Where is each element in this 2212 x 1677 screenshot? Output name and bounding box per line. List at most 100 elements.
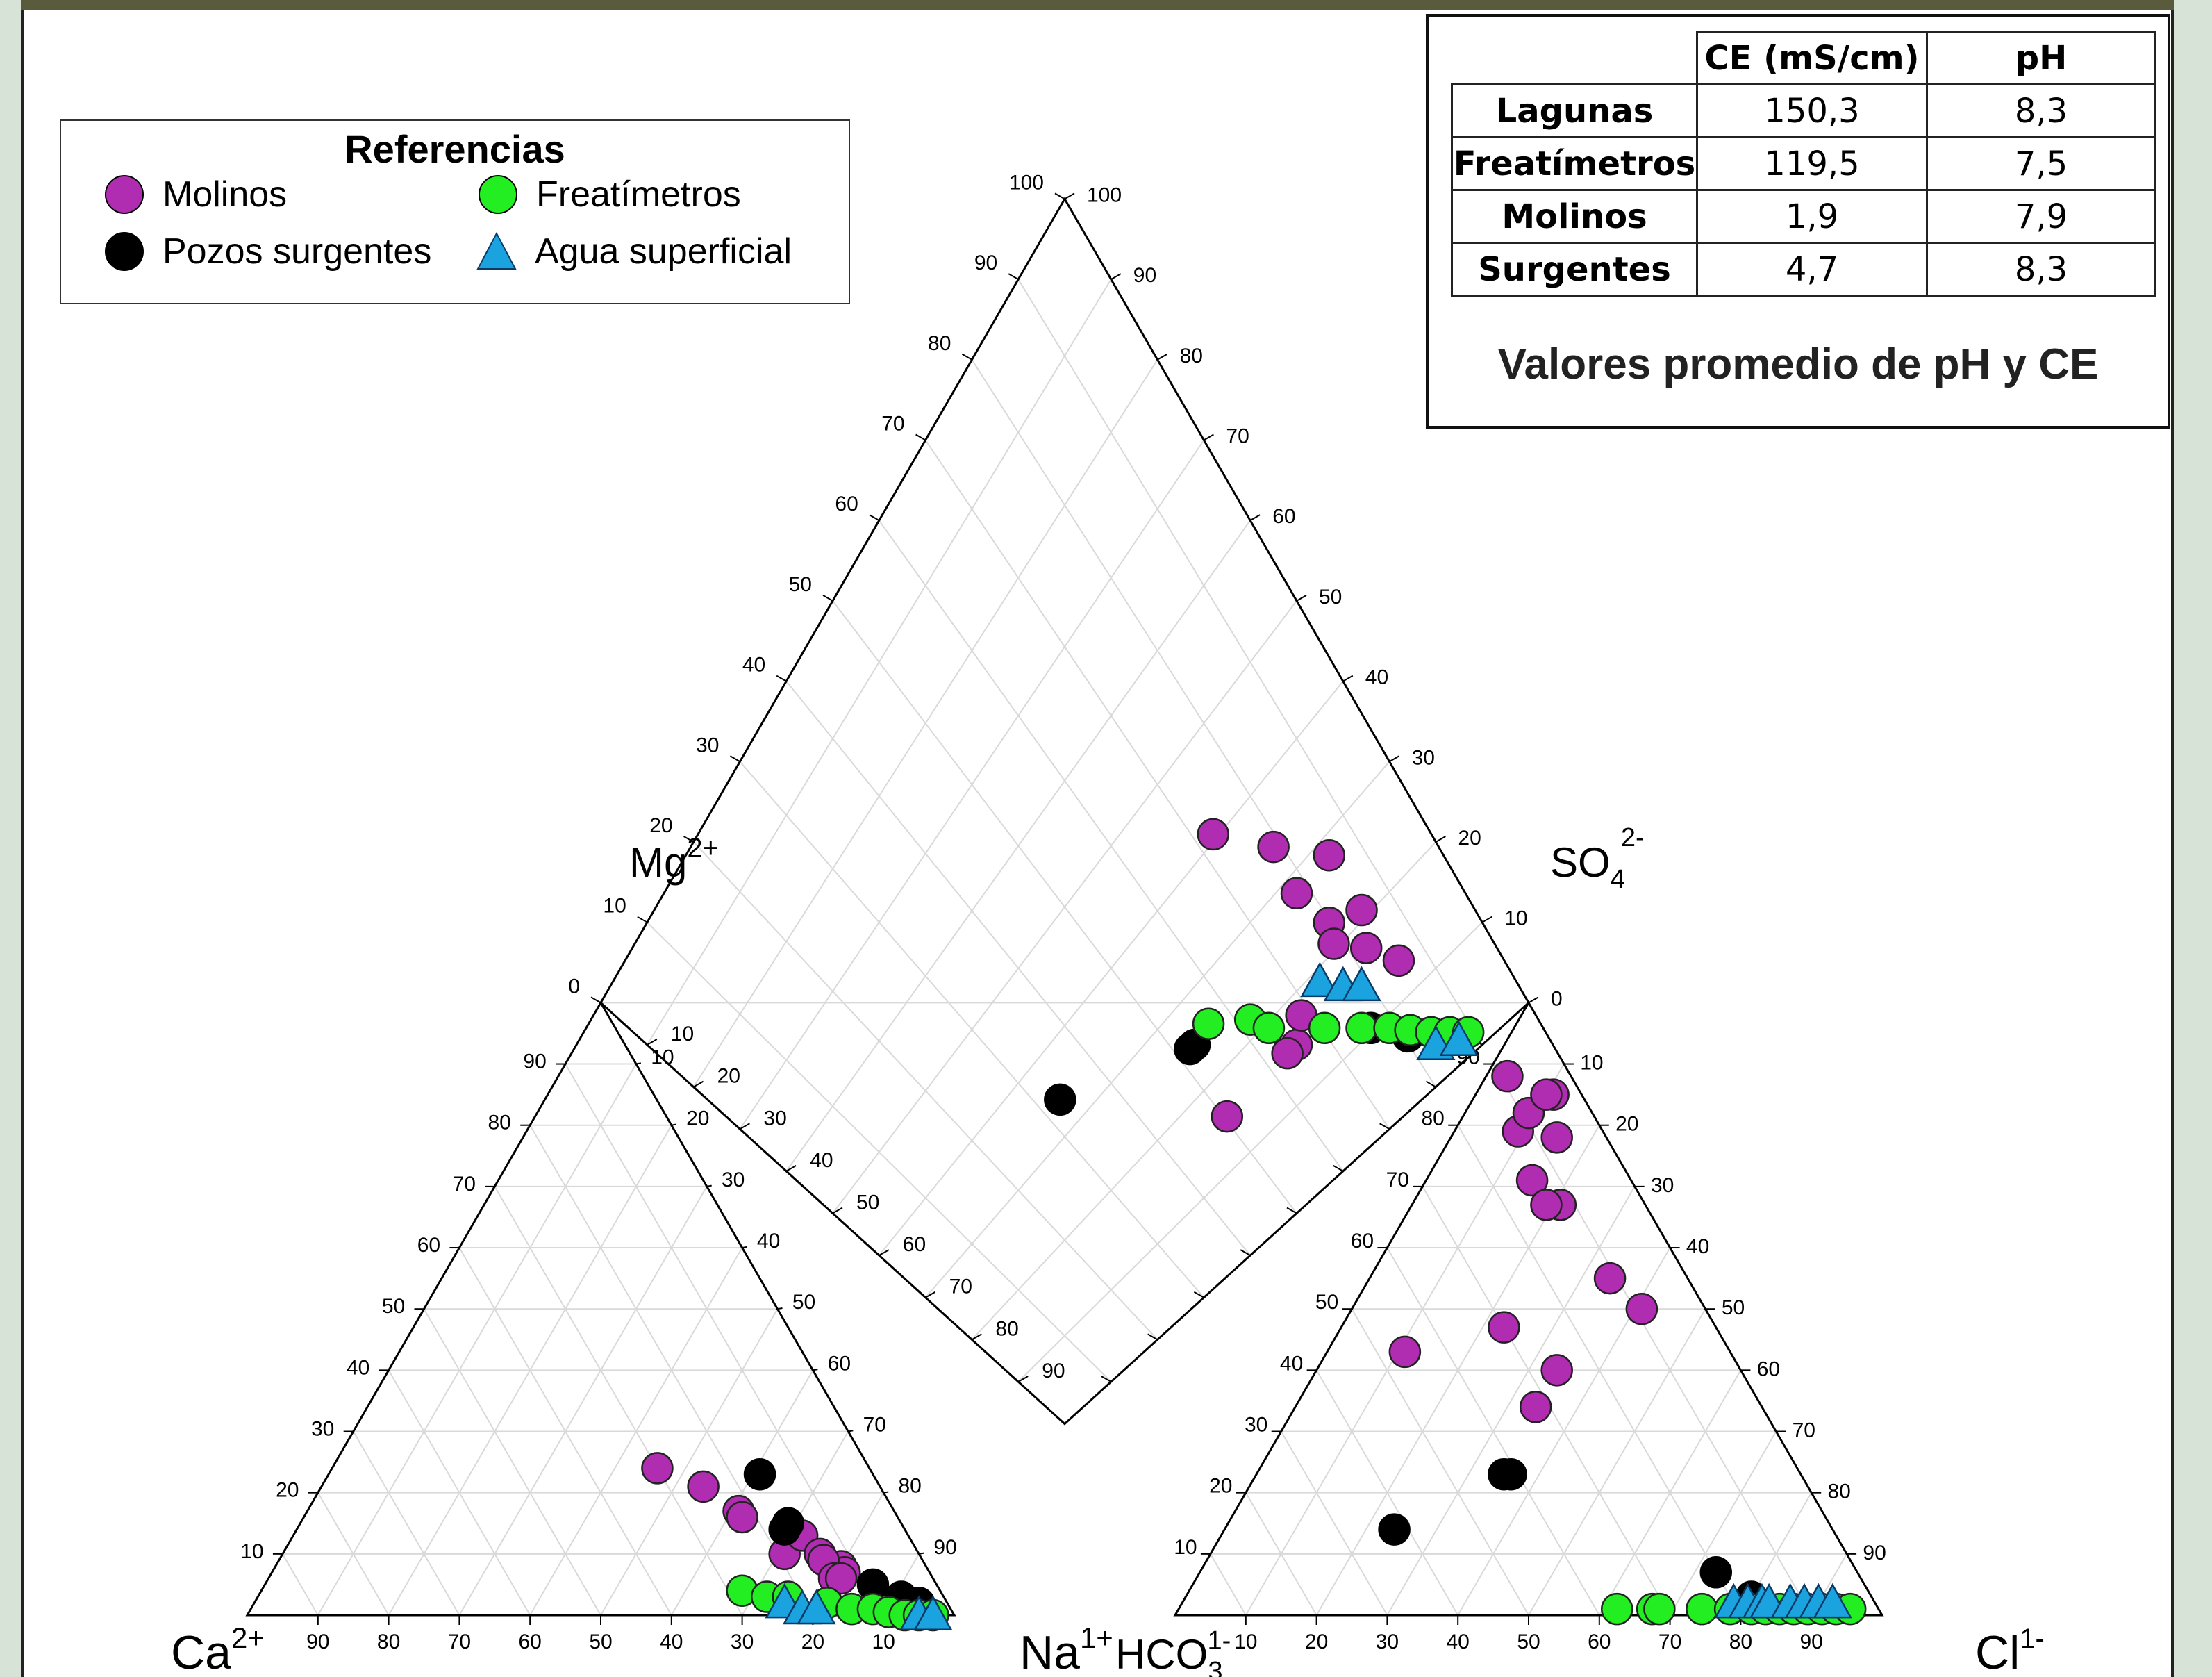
tick-label: 20 [717, 1065, 740, 1088]
tick-label: 90 [1863, 1542, 1886, 1564]
tick-label: 90 [1800, 1630, 1823, 1653]
tick-label: 30 [1245, 1414, 1267, 1437]
tick-mark [1193, 1291, 1204, 1298]
tick-label: 10 [1504, 907, 1527, 930]
grid-line [423, 1308, 601, 1616]
axis-label-cl: Cl1- [1975, 1624, 2045, 1677]
grid-line [1210, 1553, 1247, 1616]
tick-label: 10 [651, 1046, 674, 1069]
pozos-surgentes-anion-point [1378, 1513, 1411, 1546]
tick-label: 30 [763, 1107, 786, 1130]
freat-metros-diamond-point [1345, 1011, 1378, 1045]
tick-label: 80 [1422, 1107, 1445, 1130]
molinos-anion-point [1530, 1189, 1563, 1221]
tick-label: 20 [801, 1630, 824, 1653]
tick-label: 30 [696, 734, 719, 757]
molinos-anion-point [1530, 1078, 1563, 1111]
tick-label: 40 [1447, 1630, 1470, 1653]
tick-label: 50 [1319, 586, 1342, 609]
tick-label: 10 [240, 1540, 263, 1563]
tick-mark [822, 595, 833, 602]
tick-label: 60 [417, 1234, 440, 1257]
tick-mark [785, 1165, 797, 1172]
freat-metros-anion-point [1601, 1592, 1633, 1626]
legend-item-agua-superficial: Agua superficial [476, 231, 792, 272]
tick-mark [693, 1080, 704, 1088]
grid-line [1351, 1308, 1529, 1616]
tick-mark [1240, 1249, 1251, 1256]
tick-label: 90 [974, 251, 997, 274]
molinos-anion-point [1540, 1354, 1573, 1387]
table-header-ph: pH [1926, 31, 2156, 85]
axis-label-mg: Mg2+ [629, 833, 719, 886]
tick-mark [1008, 273, 1019, 280]
tick-label: 10 [1174, 1536, 1197, 1559]
tick-label: 50 [1722, 1296, 1745, 1319]
tick-mark [729, 755, 740, 763]
grid-line [692, 359, 1158, 1088]
agua-superficial-diamond-point [1439, 1021, 1479, 1056]
tick-label: 40 [1280, 1352, 1303, 1375]
molinos-diamond-point [1382, 944, 1415, 977]
molinos-cation-point [687, 1470, 720, 1503]
grid-line [878, 520, 1344, 1172]
pozos-surgentes-diamond-point [1044, 1083, 1076, 1116]
freat-metros-anion-point [1643, 1592, 1676, 1626]
table-cell: 8,3 [1926, 83, 2156, 138]
axis-label-hco3: HCO31- [1115, 1626, 1231, 1677]
grid-line [494, 1186, 743, 1616]
tick-label: 20 [1615, 1113, 1638, 1136]
tick-label: 30 [1651, 1174, 1674, 1197]
table-cell: Freatímetros [1451, 136, 1698, 191]
tick-label: 60 [1351, 1230, 1374, 1253]
tick-mark [925, 1291, 936, 1298]
table-header-row: CE (mS/cm) pH [1452, 31, 2156, 85]
grid-line [971, 359, 1437, 1088]
tick-mark [915, 433, 926, 441]
pozos-surgentes-anion-point [1699, 1556, 1733, 1589]
tick-mark [1389, 755, 1400, 763]
table-header-ce: CE (mS/cm) [1696, 31, 1928, 85]
tick-label: 40 [810, 1149, 833, 1172]
tick-mark [971, 1333, 982, 1341]
tick-label: 40 [757, 1230, 780, 1253]
tick-mark [637, 916, 648, 923]
legend-item-pozos-surgentes: Pozos surgentes [104, 231, 431, 272]
agua-superficial-cation-point [797, 1589, 836, 1625]
tick-label: 80 [377, 1630, 400, 1653]
stats-table: CE (mS/cm) pH Lagunas 150,3 8,3 Freatíme… [1451, 31, 2156, 297]
molinos-diamond-point [1313, 838, 1346, 872]
molinos-cation-point [824, 1562, 858, 1595]
legend-label: Molinos [163, 174, 288, 215]
tick-label: 20 [1458, 827, 1481, 850]
tick-label: 40 [660, 1630, 683, 1653]
molinos-diamond-point [1211, 1100, 1244, 1133]
table-row: Molinos 1,9 7,9 [1451, 189, 2156, 244]
grid-line [458, 1186, 708, 1616]
tick-label: 40 [1686, 1235, 1709, 1258]
tick-label: 100 [1009, 171, 1044, 194]
tick-mark [1528, 996, 1539, 1004]
tick-label: 60 [519, 1630, 542, 1653]
table-cell: 1,9 [1696, 189, 1928, 244]
tick-label: 10 [872, 1630, 895, 1653]
tick-mark [1054, 192, 1065, 200]
table-row: Surgentes 4,7 8,3 [1451, 242, 2156, 297]
molinos-diamond-point [1317, 927, 1350, 960]
tick-label: 90 [523, 1050, 546, 1073]
tick-mark [1296, 595, 1307, 602]
tick-mark [635, 1062, 642, 1065]
tick-label: 70 [863, 1414, 886, 1437]
table-cell: 8,3 [1926, 242, 2156, 297]
tick-label: 40 [347, 1356, 369, 1379]
molinos-diamond-point [1280, 877, 1313, 910]
freat-metros-anion-point [1686, 1592, 1718, 1626]
axis-label-na: Na1+ [1020, 1621, 1113, 1677]
black-circle-icon [104, 231, 144, 272]
table-cell: 150,3 [1696, 83, 1928, 138]
tick-mark [869, 514, 880, 522]
tick-label: 60 [1588, 1630, 1611, 1653]
tick-label: 50 [1517, 1630, 1540, 1653]
